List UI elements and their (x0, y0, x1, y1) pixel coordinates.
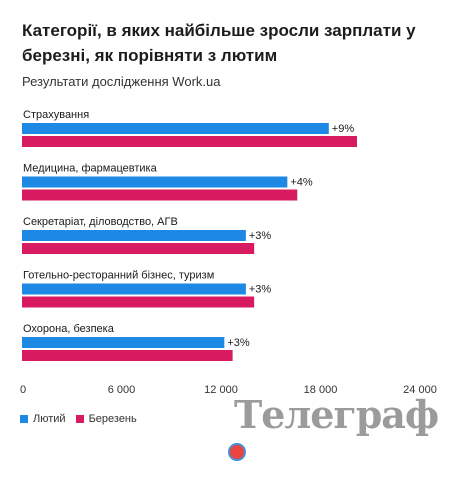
change-annotation: +9% (332, 123, 355, 135)
chart-subtitle: Результати дослідження Work.ua (22, 74, 221, 89)
bar-mar (22, 136, 357, 147)
legend-label-feb: Лютий (33, 413, 66, 425)
bar-mar (22, 350, 233, 361)
legend-swatch-feb (20, 415, 28, 423)
legend-swatch-mar (75, 415, 84, 423)
bar-feb (22, 123, 329, 134)
category-label: Секретаріат, діловодство, АГВ (23, 216, 178, 228)
change-annotation: +4% (290, 177, 313, 189)
bar-mar (22, 243, 255, 254)
x-tick-label: 18 000 (304, 384, 338, 396)
x-tick-label: 12 000 (204, 384, 238, 396)
bar-mar (22, 296, 255, 308)
chart-title: Категорії, в яких найбільше зросли зарпл… (22, 21, 416, 65)
category-label: Готельно-ресторанний бізнес, туризм (23, 270, 214, 282)
bar-chart: Страхування +9% Медицина, фармацевтика +4% С… (20, 109, 437, 396)
x-tick-label: 6 000 (108, 384, 136, 396)
change-annotation: +3% (227, 337, 250, 349)
legend: Лютий Березень (20, 413, 147, 425)
bar-feb (22, 283, 246, 295)
change-annotation: +3% (249, 284, 272, 296)
telegraf-logo: Телеграф (228, 392, 450, 482)
category-label: Медицина, фармацевтика (23, 163, 158, 175)
bar-feb (22, 176, 288, 188)
bar-feb (22, 337, 225, 348)
legend-item-mar: Березень (75, 413, 137, 425)
legend-label-mar: Березень (88, 413, 137, 425)
category-label: Охорона, безпека (23, 323, 115, 335)
change-annotation: +3% (249, 230, 272, 242)
bar-mar (22, 189, 298, 201)
bar-feb (22, 230, 246, 241)
x-tick-label: 0 (20, 384, 26, 396)
logo-dot-icon (228, 443, 246, 461)
x-tick-label: 24 000 (403, 384, 437, 396)
category-label: Страхування (23, 109, 89, 121)
legend-item-feb: Лютий (20, 413, 66, 425)
watermark-text: Телеграф (234, 392, 439, 437)
